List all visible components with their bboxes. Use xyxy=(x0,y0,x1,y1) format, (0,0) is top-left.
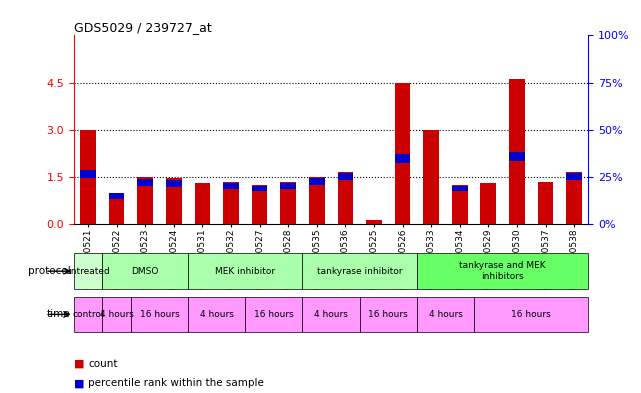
Bar xyxy=(137,177,153,224)
Bar xyxy=(166,180,181,187)
Bar xyxy=(103,297,131,332)
Bar xyxy=(417,297,474,332)
Bar xyxy=(80,170,96,178)
Bar xyxy=(303,253,417,289)
Bar xyxy=(474,297,588,332)
Text: time: time xyxy=(47,309,71,320)
Bar xyxy=(452,185,468,191)
Bar xyxy=(366,220,382,224)
Bar xyxy=(194,183,210,224)
Text: ■: ■ xyxy=(74,358,84,369)
Text: 16 hours: 16 hours xyxy=(512,310,551,319)
Bar xyxy=(166,178,181,224)
Bar xyxy=(109,193,124,200)
Bar xyxy=(395,83,410,224)
Text: 4 hours: 4 hours xyxy=(314,310,348,319)
Bar xyxy=(338,173,353,180)
Bar xyxy=(131,297,188,332)
Bar xyxy=(188,253,303,289)
Text: 4 hours: 4 hours xyxy=(200,310,233,319)
Bar xyxy=(223,182,239,189)
Text: protocol: protocol xyxy=(28,266,71,276)
Text: 4 hours: 4 hours xyxy=(429,310,462,319)
Text: untreated: untreated xyxy=(65,267,110,275)
Bar xyxy=(80,130,96,224)
Text: ■: ■ xyxy=(74,378,84,388)
Text: GDS5029 / 239727_at: GDS5029 / 239727_at xyxy=(74,21,212,34)
Text: control: control xyxy=(72,310,104,319)
Bar xyxy=(223,182,239,224)
Bar xyxy=(309,178,324,185)
Bar xyxy=(103,253,188,289)
Bar xyxy=(109,193,124,224)
Bar xyxy=(252,185,267,224)
Bar xyxy=(74,253,103,289)
Text: 16 hours: 16 hours xyxy=(254,310,294,319)
Bar xyxy=(395,154,410,163)
Text: tankyrase and MEK
inhibitors: tankyrase and MEK inhibitors xyxy=(460,261,546,281)
Bar xyxy=(509,152,525,161)
Text: percentile rank within the sample: percentile rank within the sample xyxy=(88,378,264,388)
Bar xyxy=(417,253,588,289)
Bar xyxy=(538,182,553,224)
Bar xyxy=(566,172,582,224)
Bar xyxy=(360,297,417,332)
Text: DMSO: DMSO xyxy=(131,267,159,275)
Bar xyxy=(188,297,246,332)
Bar xyxy=(252,185,267,191)
Text: tankyrase inhibitor: tankyrase inhibitor xyxy=(317,267,403,275)
Bar xyxy=(309,177,324,224)
Bar xyxy=(452,185,468,224)
Text: 4 hours: 4 hours xyxy=(99,310,133,319)
Text: count: count xyxy=(88,358,118,369)
Bar xyxy=(280,182,296,224)
Text: MEK inhibitor: MEK inhibitor xyxy=(215,267,276,275)
Text: 16 hours: 16 hours xyxy=(369,310,408,319)
Text: 16 hours: 16 hours xyxy=(140,310,179,319)
Bar xyxy=(481,183,496,224)
Bar xyxy=(423,130,439,224)
Bar xyxy=(338,172,353,224)
Bar xyxy=(74,297,103,332)
Bar xyxy=(509,79,525,224)
Bar xyxy=(303,297,360,332)
Bar xyxy=(137,179,153,185)
Bar xyxy=(246,297,303,332)
Bar xyxy=(566,173,582,180)
Bar xyxy=(280,182,296,189)
